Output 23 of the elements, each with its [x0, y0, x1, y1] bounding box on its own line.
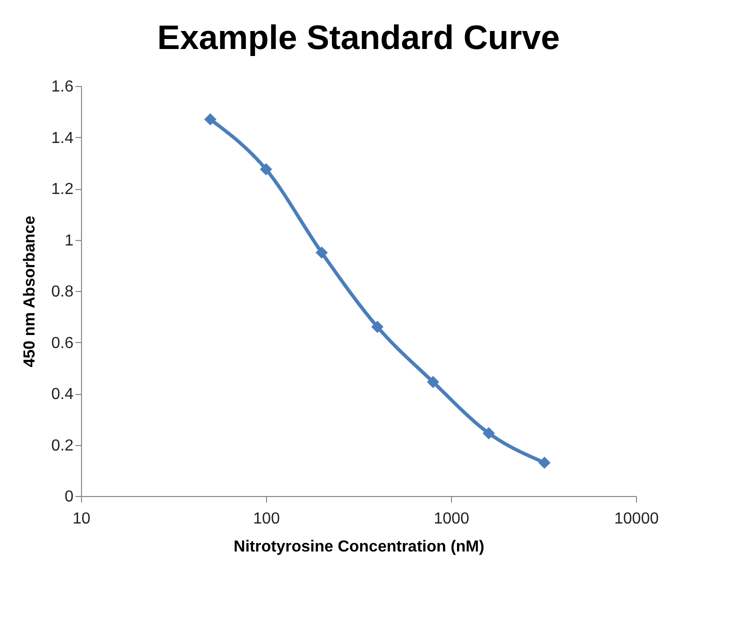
point: [426, 376, 440, 388]
x-axis-title: Nitrotyrosine Concentration (nM): [234, 538, 484, 556]
point: [316, 246, 328, 259]
y-axis-title: 450 nm Absorbance: [21, 216, 38, 368]
y-tick-label: 0: [64, 488, 74, 506]
y-tick-label: 1: [64, 232, 74, 250]
y-tick-label: 0.6: [51, 334, 74, 352]
point: [371, 320, 384, 333]
y-tick-label: 0.8: [51, 284, 74, 300]
point: [538, 456, 551, 469]
x-tick-label: 10: [72, 510, 90, 528]
x-tick-label: 100: [253, 510, 280, 528]
x-tick-label: 1000: [434, 510, 470, 528]
point: [260, 163, 272, 176]
y-tick-label: 0.2: [51, 437, 74, 454]
point: [482, 427, 495, 440]
y-tick-label: 0.4: [51, 386, 74, 403]
y-tick-label: 1.6: [51, 78, 74, 96]
y-tick-label: 1.4: [51, 130, 74, 147]
y-tick-label: 1.2: [51, 181, 74, 198]
chart-title: Example Standard Curve: [157, 19, 560, 57]
point: [204, 113, 216, 126]
x-tick-label: 10000: [614, 510, 659, 528]
